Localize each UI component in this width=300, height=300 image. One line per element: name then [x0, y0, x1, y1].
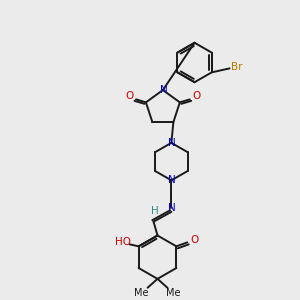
- Text: N: N: [167, 175, 175, 185]
- Text: Me: Me: [166, 288, 181, 298]
- Text: O: O: [125, 92, 133, 101]
- Text: H: H: [151, 206, 158, 216]
- Text: Me: Me: [134, 288, 149, 298]
- Text: HO: HO: [115, 237, 131, 248]
- Text: N: N: [160, 85, 168, 95]
- Text: N: N: [167, 138, 175, 148]
- Text: N: N: [167, 203, 175, 213]
- Text: Br: Br: [231, 62, 242, 72]
- Text: O: O: [190, 236, 198, 245]
- Text: O: O: [193, 92, 201, 101]
